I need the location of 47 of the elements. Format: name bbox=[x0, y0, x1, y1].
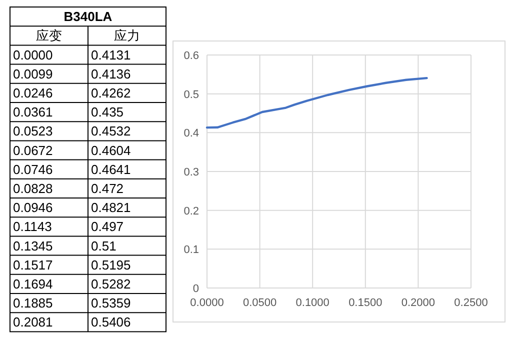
text: 0.0246 bbox=[13, 86, 53, 100]
text: 0.0946 bbox=[13, 200, 53, 216]
x-tick-label: 0.0500 bbox=[242, 297, 277, 309]
text: 0.0523 bbox=[13, 124, 53, 139]
y-tick-label: 0.6 bbox=[184, 50, 199, 62]
text: 0.1885 bbox=[13, 296, 53, 311]
text: 0.1694 bbox=[13, 276, 53, 292]
text: 0.5195 bbox=[91, 257, 131, 272]
text: 应力 bbox=[114, 28, 140, 44]
y-tick-label: 0.1 bbox=[184, 244, 199, 256]
y-tick-label: 0.5 bbox=[184, 88, 199, 101]
text: 0.0746 bbox=[13, 162, 53, 177]
text: 0.5359 bbox=[91, 296, 131, 311]
text: 0.0099 bbox=[13, 66, 53, 82]
x-tick-label: 0.1000 bbox=[296, 297, 330, 309]
text: 0.4262 bbox=[91, 86, 131, 100]
text: 0.435 bbox=[91, 104, 124, 120]
text: 0.2081 bbox=[13, 314, 53, 330]
y-tick-label: 0 bbox=[192, 283, 199, 295]
text: 0.4604 bbox=[91, 142, 131, 158]
text: 0.0672 bbox=[13, 142, 53, 158]
y-tick-label: 0.3 bbox=[184, 166, 199, 178]
text: 0.0000 bbox=[13, 47, 53, 62]
text: 0.4131 bbox=[91, 47, 131, 62]
y-tick-label: 0.2 bbox=[184, 205, 199, 218]
text: 0.1143 bbox=[13, 219, 52, 234]
x-tick-label: 0.2000 bbox=[401, 297, 436, 309]
text: 0.4532 bbox=[91, 124, 131, 139]
text: 0.4136 bbox=[91, 66, 131, 82]
x-tick-label: 0.2500 bbox=[454, 297, 488, 309]
text: 0.472 bbox=[91, 181, 124, 196]
text: 0.51 bbox=[91, 238, 116, 254]
x-tick-label: 0.0000 bbox=[190, 297, 224, 309]
text: 0.497 bbox=[91, 219, 124, 234]
text: 0.4821 bbox=[91, 200, 131, 216]
text: 0.5406 bbox=[91, 314, 131, 330]
text: 0.0361 bbox=[13, 104, 53, 120]
x-tick-label: 0.1500 bbox=[348, 297, 382, 309]
text: 0.1345 bbox=[13, 238, 53, 254]
text: 0.5282 bbox=[91, 276, 131, 292]
text: 0.4641 bbox=[91, 162, 131, 177]
text: B340LA bbox=[64, 9, 113, 24]
text: 0.1517 bbox=[13, 257, 53, 272]
text: 应变 bbox=[36, 28, 62, 44]
line-series bbox=[206, 76, 428, 129]
text: 0.0828 bbox=[13, 181, 53, 196]
y-tick-label: 0.4 bbox=[184, 128, 199, 140]
